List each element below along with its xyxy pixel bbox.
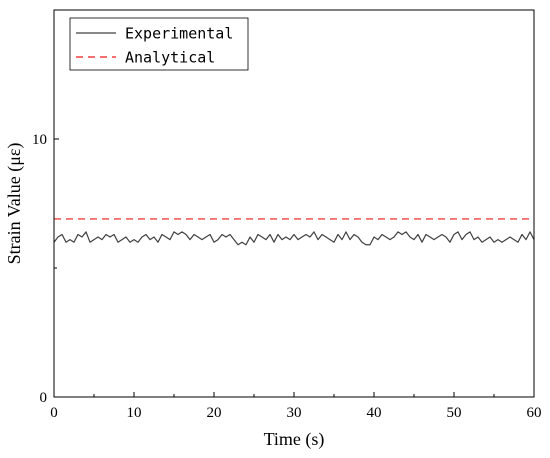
- x-tick-label: 20: [207, 405, 222, 421]
- x-tick-label: 50: [447, 405, 462, 421]
- x-tick-label: 40: [367, 405, 382, 421]
- ticks-layer: 0 10 20 30 40 50 60 0 10: [32, 132, 542, 421]
- series-line-experimental: [53, 231, 535, 246]
- y-tick-label: 0: [40, 390, 48, 406]
- legend-label-experimental: Experimental: [125, 25, 233, 43]
- x-tick-label: 10: [127, 405, 142, 421]
- y-axis-title: Strain Value (με): [4, 143, 25, 265]
- legend-box: [69, 17, 249, 71]
- y-tick-label: 10: [32, 132, 47, 148]
- x-tick-label: 30: [287, 405, 302, 421]
- x-tick-label: 0: [50, 405, 58, 421]
- x-axis-title: Time (s): [264, 429, 325, 450]
- x-tick-label: 60: [527, 405, 542, 421]
- legend-label-analytical: Analytical: [125, 49, 215, 67]
- legend: Experimental Analytical: [69, 17, 249, 71]
- series-layer: [53, 218, 535, 246]
